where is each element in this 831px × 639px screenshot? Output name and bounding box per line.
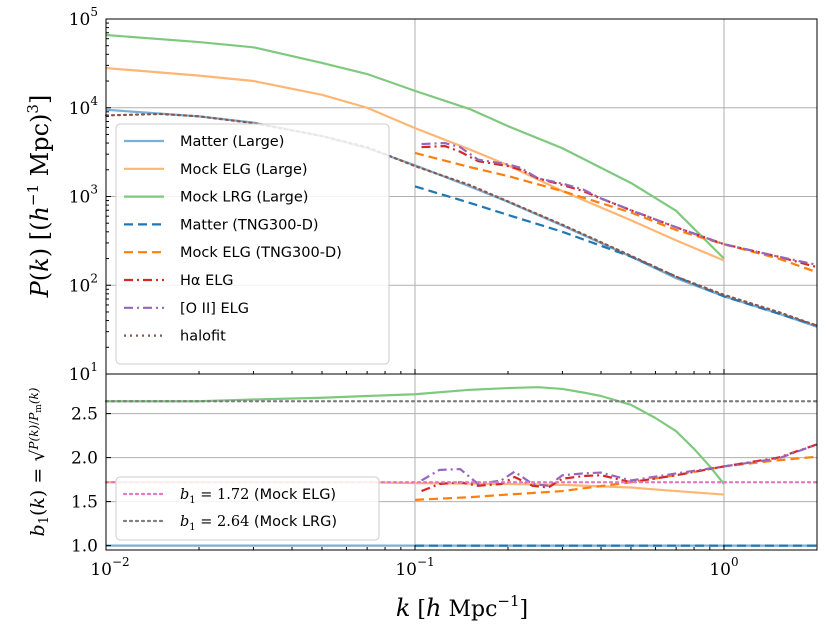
legend-label-h-elg: Hα ELG	[180, 273, 234, 289]
top-y-tick-label: 102	[69, 271, 98, 296]
x-tick-label: 100	[709, 555, 738, 580]
top-y-tick-label: 104	[69, 94, 99, 119]
top-series-o-ii-elg	[421, 141, 818, 266]
legend-label-mock-elg-tng300-d: Mock ELG (TNG300-D)	[180, 245, 342, 261]
top-y-tick-label: 103	[69, 183, 98, 208]
top-series-mock-lrg-large	[105, 33, 725, 260]
top-series-h-elg	[421, 144, 818, 269]
svg-text:P(k) [(h−1 Mpc)3]: P(k) [(h−1 Mpc)3]	[24, 95, 54, 299]
bottom-series-o-ii-elg	[420, 443, 818, 487]
bottom-y-tick-label: 2.0	[71, 449, 98, 469]
bottom-legend-box	[115, 476, 380, 541]
bottom-legend: b1 = 1.72 (Mock ELG) b1 = 2.64 (Mock LRG)	[115, 476, 380, 541]
bottom-ticks: 10−2 10−1 100 1.0 1.5 2.0 2.5	[71, 405, 818, 580]
top-ticks: 101 102 103 104 105	[69, 5, 818, 385]
bottom-panel: 10−2 10−1 100 1.0 1.5 2.0 2.5 b1 = 1.72 (Mock …	[71, 373, 819, 580]
bottom-y-axis-label: b1(k) = √P(k)/Pm(k)	[27, 387, 52, 536]
top-series-halofit	[104, 112, 819, 327]
svg-text:b1(k) = √P(k)/Pm(k): b1(k) = √P(k)/Pm(k)	[27, 387, 52, 536]
bottom-axes-frame	[105, 373, 818, 551]
bottom-y-tick-label: 1.0	[71, 537, 98, 557]
top-series-mock-elg-tng300-d	[414, 151, 818, 274]
legend-label-mock-elg-large: Mock ELG (Large)	[180, 162, 308, 178]
legend-label-halofit: halofit	[180, 329, 226, 345]
x-tick-label: 10−2	[90, 555, 129, 580]
top-series-mock-elg-large	[105, 66, 725, 262]
legend-label-o-ii-elg: [O II] ELG	[180, 301, 249, 317]
top-legend: Matter (Large) Mock ELG (Large) Mock LRG (…	[115, 123, 390, 365]
legend-label-b-1-1-72-mock-elg: b1 = 1.72 (Mock ELG)	[180, 487, 336, 506]
x-tick-label: 10−1	[395, 555, 434, 580]
top-series-lines	[104, 33, 819, 328]
top-y-tick-label: 105	[69, 5, 98, 30]
x-axis-label: k [h Mpc−1]	[396, 592, 528, 622]
bottom-series-mock-lrg-large	[106, 386, 725, 485]
bottom-y-tick-label: 2.5	[71, 405, 98, 425]
bottom-y-tick-label: 1.5	[71, 493, 98, 513]
top-panel: 101 102 103 104 105 Matter (Large) Mock ELG (…	[69, 5, 819, 385]
legend-label-matter-tng300-d: Matter (TNG300-D)	[180, 217, 319, 233]
top-series-matter-tng300-d	[414, 185, 818, 327]
legend-label-mock-lrg-large: Mock LRG (Large)	[180, 190, 308, 206]
top-legend-box	[115, 123, 390, 365]
top-y-tick-label: 101	[69, 360, 98, 385]
top-y-axis-label: P(k) [(h−1 Mpc)3]	[24, 95, 54, 299]
legend-label-matter-large: Matter (Large)	[180, 134, 284, 150]
legend-label-b-1-2-64-mock-lrg: b1 = 2.64 (Mock LRG)	[180, 514, 337, 533]
